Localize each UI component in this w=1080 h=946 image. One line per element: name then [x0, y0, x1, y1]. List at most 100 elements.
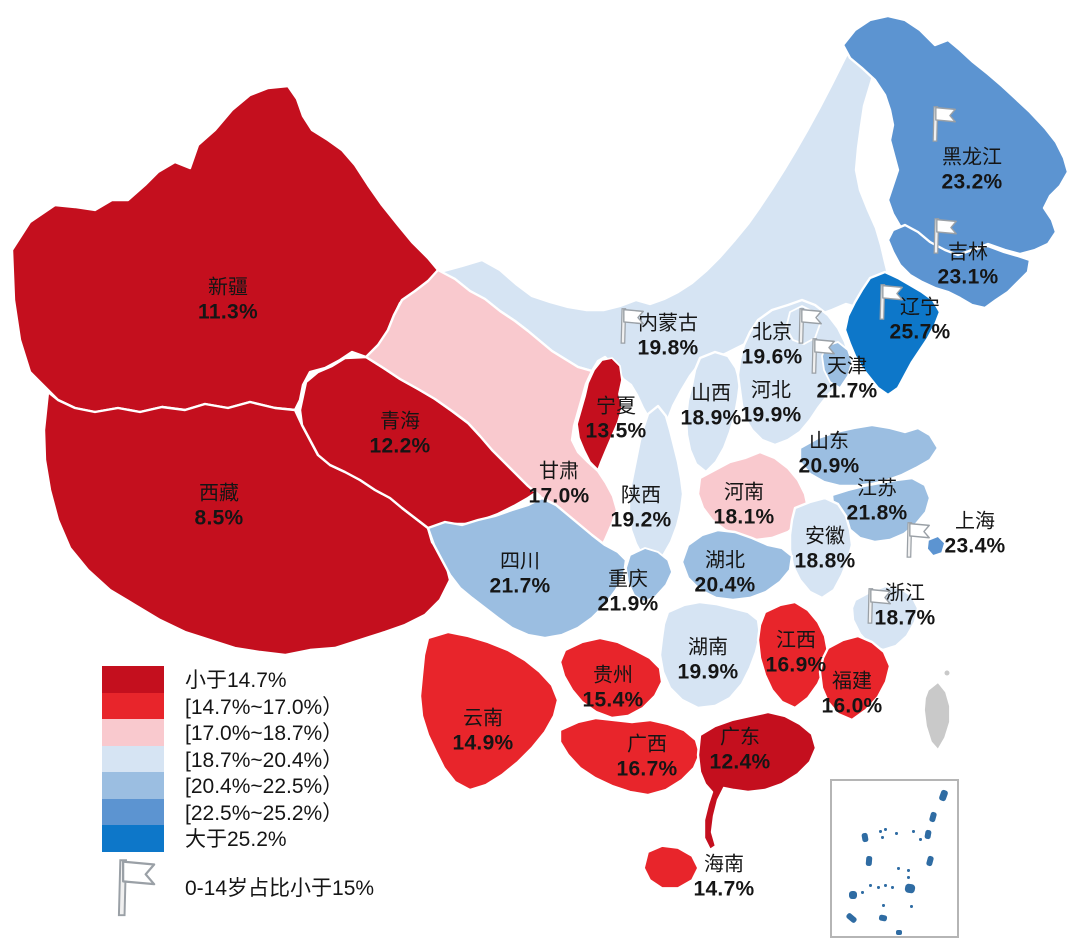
province-name: 福建	[831, 668, 872, 693]
region-jiangxi	[756, 600, 830, 710]
island-dot	[891, 886, 894, 889]
province-label-jilin: 吉林 23.1%	[937, 240, 998, 291]
province-value: 15.4%	[582, 688, 644, 712]
province-label-shanxi: 山西 18.9%	[680, 381, 741, 432]
province-label-gansu: 甘肃 17.0%	[528, 459, 589, 510]
island-dot	[904, 883, 916, 894]
province-label-jiangxi: 江西 16.9%	[765, 628, 826, 679]
island-dot	[882, 904, 885, 907]
province-label-hebei: 河北 19.9%	[740, 378, 801, 429]
province-value: 18.1%	[713, 505, 775, 529]
province-value: 19.9%	[677, 660, 739, 684]
region-anhui	[788, 496, 854, 600]
legend-row-3: [18.7%~20.4%）	[102, 745, 374, 772]
flag-icon-legend	[117, 858, 156, 916]
island-dot	[849, 891, 857, 899]
province-label-xizang: 西藏 8.5%	[194, 481, 243, 532]
region-shanxi	[684, 350, 742, 474]
province-label-sichuan: 四川 21.7%	[489, 549, 550, 600]
legend-swatch-c7	[102, 825, 164, 852]
province-label-guangdong: 广东 12.4%	[709, 725, 770, 776]
province-name: 黑龙江	[941, 144, 1002, 169]
map-regions	[10, 14, 1070, 889]
province-label-guangxi: 广西 16.7%	[616, 732, 677, 783]
province-value: 14.7%	[693, 877, 755, 901]
province-name: 湖南	[687, 634, 728, 659]
inset-islands	[846, 789, 948, 935]
province-name: 江西	[775, 627, 816, 652]
island-dot	[884, 828, 887, 831]
island-dot	[907, 869, 910, 872]
island-dot	[861, 891, 864, 894]
legend-swatch-c3	[102, 719, 164, 746]
province-value: 16.7%	[616, 757, 678, 781]
legend-swatch-c6	[102, 798, 164, 825]
island-dot	[865, 855, 873, 867]
region-guangdong	[696, 710, 818, 852]
island-dot	[896, 930, 902, 935]
province-label-anhui: 安徽 18.8%	[794, 524, 855, 575]
province-value: 18.7%	[874, 606, 936, 630]
province-value: 18.9%	[680, 406, 742, 430]
island-dot	[881, 836, 884, 839]
flag-icon-zhejiang	[862, 586, 892, 630]
region-sichuan	[426, 496, 628, 640]
province-label-shanghai: 上海 23.4%	[944, 509, 1005, 560]
island-dot	[907, 876, 910, 879]
province-value: 17.0%	[528, 484, 590, 508]
province-label-beijing: 北京 19.6%	[741, 320, 802, 371]
region-hunan	[658, 600, 762, 710]
province-name: 安徽	[804, 523, 845, 548]
province-label-neimenggu: 内蒙古 19.8%	[637, 311, 698, 362]
province-name: 河南	[723, 479, 764, 504]
province-label-xinjiang: 新疆 11.3%	[198, 275, 258, 326]
region-taiwan	[923, 681, 951, 751]
province-value: 16.9%	[765, 653, 827, 677]
province-value: 23.1%	[937, 265, 999, 289]
province-name: 甘肃	[538, 458, 579, 483]
legend-row-0: 小于14.7%	[102, 666, 374, 693]
island-dot	[895, 832, 898, 835]
island-dot	[919, 838, 922, 841]
island-dot	[924, 829, 932, 840]
taiwan-islet	[944, 670, 950, 676]
province-label-tianjin: 天津 21.7%	[816, 354, 877, 405]
province-name: 浙江	[884, 580, 925, 605]
province-label-jiangsu: 江苏 21.8%	[846, 476, 907, 527]
region-hainan	[643, 845, 699, 889]
region-guizhou	[558, 636, 664, 720]
region-yunnan	[418, 630, 560, 792]
region-chongqing	[625, 547, 673, 603]
province-name: 海南	[703, 851, 744, 876]
region-hebei	[736, 298, 852, 447]
province-name: 山东	[808, 428, 849, 453]
province-value: 19.8%	[637, 336, 699, 360]
province-name: 重庆	[607, 566, 648, 591]
province-name: 山西	[690, 380, 731, 405]
legend-label: [20.4%~22.5%）	[185, 775, 344, 799]
province-value: 8.5%	[194, 506, 244, 530]
region-guangxi	[558, 716, 702, 797]
island-dot	[884, 884, 887, 887]
province-label-hunan: 湖南 19.9%	[677, 635, 738, 686]
legend-swatch-c5	[102, 772, 164, 799]
island-dot	[929, 811, 937, 823]
province-name: 西藏	[198, 480, 239, 505]
province-label-qinghai: 青海 12.2%	[369, 409, 430, 460]
legend-row-4: [20.4%~22.5%）	[102, 772, 374, 799]
province-label-shaanxi: 陕西 19.2%	[610, 483, 671, 534]
province-name: 吉林	[947, 239, 988, 264]
island-dot	[939, 789, 948, 802]
legend-flag-label: 0-14岁占比小于15%	[185, 876, 375, 900]
legend-swatch-c4	[102, 745, 164, 772]
province-value: 12.2%	[369, 434, 431, 458]
province-value: 23.2%	[941, 170, 1003, 194]
legend-swatch-c2	[102, 692, 164, 719]
region-shandong	[798, 423, 940, 488]
province-name: 天津	[826, 353, 867, 378]
province-label-shandong: 山东 20.9%	[798, 429, 859, 480]
province-name: 河北	[750, 377, 791, 402]
province-value: 20.9%	[798, 454, 860, 478]
region-hubei	[680, 528, 794, 602]
